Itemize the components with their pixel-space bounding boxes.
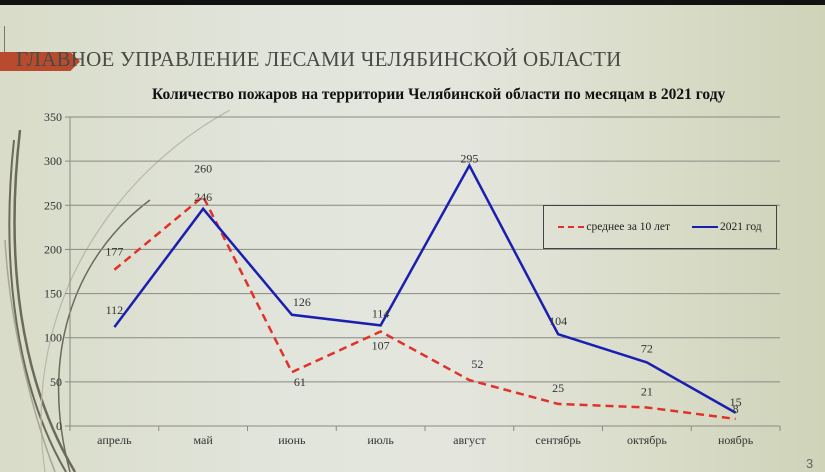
x-tick-label: июнь — [278, 433, 306, 447]
y-tick-label: 200 — [44, 242, 62, 256]
legend-item-average: среднее за 10 лет — [558, 221, 670, 233]
legend-item-2021: 2021 год — [692, 221, 762, 233]
data-label: 25 — [552, 381, 564, 395]
series-line-2021 — [113, 162, 737, 414]
axes: 0 50 100 150 200 250 300 350 апрель май июнь июль ав… — [44, 110, 781, 447]
legend-label-2021: 2021 год — [720, 221, 762, 233]
x-tick-label: август — [453, 433, 486, 447]
y-tick-label: 100 — [44, 331, 62, 345]
data-label: 177 — [105, 245, 123, 259]
data-label: 112 — [106, 303, 124, 317]
x-tick-label: май — [193, 433, 213, 447]
y-tick-label: 50 — [50, 375, 62, 389]
legend-label-average: среднее за 10 лет — [586, 221, 671, 233]
chart-legend: среднее за 10 лет 2021 год — [543, 205, 777, 249]
header-accent-tab — [0, 52, 80, 71]
decorative-line — [4, 26, 5, 68]
data-label: 126 — [293, 295, 311, 309]
x-tick-label: ноябрь — [718, 433, 754, 447]
y-tick-label: 350 — [44, 110, 62, 124]
data-label: 246 — [194, 190, 212, 204]
data-labels: 177 260 61 107 52 25 21 8 112 246 126 114 295 104 72 15 — [105, 152, 741, 416]
data-label: 72 — [641, 341, 653, 355]
data-label: 8 — [733, 402, 739, 416]
x-tick-label: июль — [367, 433, 394, 447]
x-tick-label: октябрь — [627, 433, 667, 447]
window-top-bar — [0, 0, 825, 5]
chart-title: Количество пожаров на территории Челябин… — [152, 86, 726, 103]
solid-line-swatch-icon — [692, 225, 719, 229]
x-tick-label: апрель — [97, 433, 132, 447]
dashed-line-swatch-icon — [558, 226, 585, 228]
data-label: 260 — [194, 161, 212, 175]
data-label: 107 — [372, 339, 390, 353]
data-label: 114 — [372, 306, 390, 320]
slide-header: ГЛАВНОЕ УПРАВЛЕНИЕ ЛЕСАМИ ЧЕЛЯБИНСКОЙ ОБ… — [16, 47, 622, 71]
data-label: 21 — [641, 384, 653, 398]
series-lines — [113, 162, 737, 421]
grid-lines — [70, 116, 780, 383]
y-tick-label: 250 — [44, 198, 62, 212]
data-label: 104 — [549, 314, 567, 328]
y-tick-label: 150 — [44, 287, 62, 301]
x-tick-label: сентябрь — [535, 433, 581, 447]
y-tick-label: 300 — [44, 154, 62, 168]
page-number: 3 — [806, 456, 814, 471]
data-label: 52 — [471, 357, 483, 371]
data-label: 61 — [294, 375, 306, 389]
y-tick-label: 0 — [56, 419, 62, 433]
data-label: 295 — [460, 152, 478, 166]
data-label: 15 — [730, 395, 742, 409]
